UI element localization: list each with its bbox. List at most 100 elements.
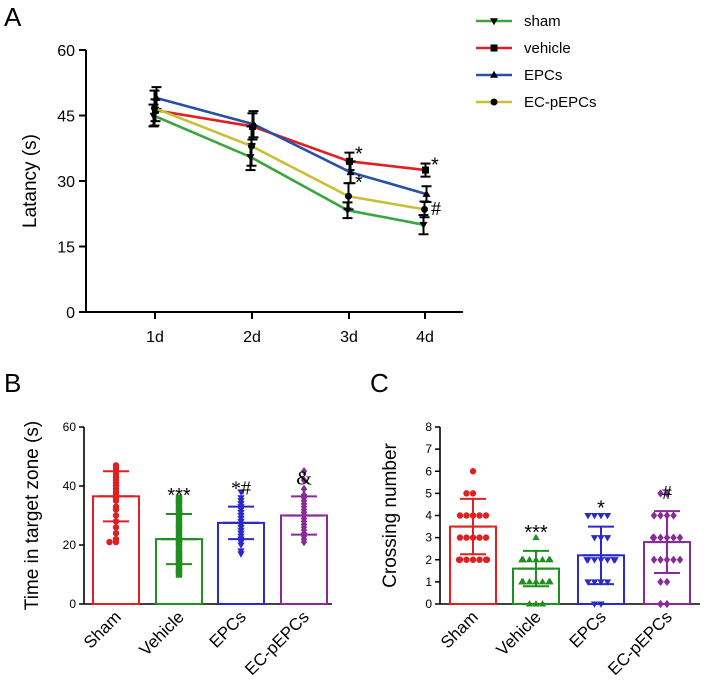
panel-a-series-line-vehicle xyxy=(155,108,426,172)
panel-a-x-tick-label: 1d xyxy=(146,329,164,346)
panel-c-point-EPCs xyxy=(603,535,612,542)
panel-a-y-tick-label: 60 xyxy=(57,43,75,60)
panel-c-point-EC-pEPCs xyxy=(663,599,671,609)
panel-a-significance-mark: * xyxy=(431,155,439,177)
panel-c-point-Sham xyxy=(455,556,463,563)
panel-c-point-Vehicle xyxy=(532,533,540,541)
panel-b-y-tick-label: 20 xyxy=(63,538,77,552)
panel-b-point-Sham xyxy=(106,538,113,546)
panel-a-y-tick-label: 15 xyxy=(57,240,75,257)
panel-c-point-EPCs xyxy=(590,535,599,542)
panel-a-point-vehicle xyxy=(422,166,429,174)
panel-c-point-Sham xyxy=(476,512,483,519)
legend-label-vehicle: vehicle xyxy=(524,40,571,57)
panel-c-point-EC-pEPCs xyxy=(676,555,684,564)
panel-b-x-label-Sham: Sham xyxy=(80,607,125,652)
panel-a-significance-mark: * xyxy=(355,172,363,194)
panel-b-point-Vehicle xyxy=(175,500,183,507)
panel-a-point-EC-pEPCs xyxy=(248,142,255,150)
panel-b-point-Sham xyxy=(112,538,120,546)
panel-letter-c: C xyxy=(370,368,389,398)
panel-c-point-EC-pEPCs xyxy=(650,555,658,564)
panel-a-x-tick-label: 2d xyxy=(243,329,261,346)
panel-b-point-Sham xyxy=(112,524,120,531)
panel-c-point-EPCs xyxy=(584,512,592,520)
panel-c-point-Sham xyxy=(463,556,470,563)
panel-letter-b: B xyxy=(4,368,21,398)
panel-c-point-EC-pEPCs xyxy=(657,555,664,564)
panel-c-point-Sham xyxy=(463,490,470,497)
panel-c-y-tick-label: 5 xyxy=(425,486,432,500)
panel-a-y-tick-label: 30 xyxy=(57,174,75,191)
panel-a-y-axis-title: Latancy (s) xyxy=(20,134,41,228)
panel-c-y-tick-label: 2 xyxy=(425,553,432,567)
panel-c-point-EC-pEPCs xyxy=(663,577,671,587)
panel-c-x-label-EPCs: EPCs xyxy=(566,607,610,651)
panel-a-series-line-EPCs xyxy=(156,96,427,196)
panel-c-point-EC-pEPCs xyxy=(657,489,664,498)
panel-c-point-EPCs xyxy=(590,579,599,586)
panel-b-significance-EC-pEPCs: & xyxy=(296,467,312,489)
panel-a-point-EPCs xyxy=(346,168,355,176)
legend-label-EPCs: EPCs xyxy=(524,67,562,84)
panel-b-point-EC-pEPCs xyxy=(300,475,308,485)
panel-a-point-EC-pEPCs xyxy=(421,205,428,213)
panel-c-point-Sham xyxy=(476,556,483,563)
panel-b-y-tick-label: 60 xyxy=(63,420,77,434)
legend-label-sham: sham xyxy=(524,13,561,30)
panel-a-x-tick-label: 3d xyxy=(340,329,358,346)
panel-a-point-EC-pEPCs xyxy=(345,192,352,200)
panel-c-point-Sham xyxy=(456,512,464,519)
panel-c-point-EC-pEPCs xyxy=(676,533,684,542)
panel-c-point-EC-pEPCs xyxy=(670,533,677,542)
panel-c-significance-EPCs: * xyxy=(597,498,605,520)
panel-c-point-Vehicle xyxy=(525,578,534,585)
panel-c-point-EC-pEPCs xyxy=(663,489,671,498)
panel-b-y-axis-title: Time in target zone (s) xyxy=(22,421,43,610)
panel-b-y-tick-label: 40 xyxy=(63,479,77,493)
panel-c-point-Sham xyxy=(476,534,483,541)
panel-a-point-EPCs xyxy=(422,189,431,197)
panel-c-point-Sham xyxy=(469,490,477,497)
panel-b-significance-EPCs: *# xyxy=(231,478,251,500)
panel-a-point-EC-pEPCs xyxy=(151,104,158,112)
panel-c-significance-Vehicle: *** xyxy=(524,522,548,544)
panel-c-y-tick-label: 3 xyxy=(425,531,432,545)
panel-c-point-Sham xyxy=(482,534,490,541)
panel-c-point-EPCs xyxy=(603,579,612,586)
panel-a-y-tick-label: 45 xyxy=(57,109,75,126)
panel-c-x-label-Sham: Sham xyxy=(437,607,482,652)
panel-c-bar-chart: 0 1 2 3 4 5 6 7 8 Crossing number Sham *** Vehicle * E… xyxy=(380,420,700,679)
panel-a-series-line-sham xyxy=(152,114,424,226)
panel-c-x-label-Vehicle: Vehicle xyxy=(493,607,545,659)
panel-c-point-Sham xyxy=(482,512,490,519)
panel-c-significance-EC-pEPCs: # xyxy=(662,482,672,504)
panel-c-point-EC-pEPCs xyxy=(657,599,664,609)
panel-c-point-EC-pEPCs xyxy=(650,511,658,520)
panel-c-y-tick-label: 7 xyxy=(425,442,432,456)
panel-c-y-axis-title: Crossing number xyxy=(380,442,401,587)
panel-c-point-Sham xyxy=(463,534,470,541)
panel-b-bar-chart: 0 20 40 60 Time in target zone (s) Sham *** Veh… xyxy=(22,420,332,679)
panel-b-x-label-EPCs: EPCs xyxy=(206,607,250,651)
panel-c-point-Sham xyxy=(469,556,477,563)
panel-c-point-EPCs xyxy=(603,512,612,520)
panel-c-y-tick-label: 8 xyxy=(425,420,432,434)
panel-b-x-label-Vehicle: Vehicle xyxy=(136,607,188,659)
panel-b-point-Sham xyxy=(112,530,120,537)
panel-c-point-EC-pEPCs xyxy=(657,511,664,520)
panel-c-point-EC-pEPCs xyxy=(649,533,657,542)
panel-a-point-EPCs xyxy=(249,120,258,128)
panel-c-point-EPCs xyxy=(590,512,599,520)
panel-c-point-Vehicle xyxy=(538,600,547,607)
panel-c-point-EPCs xyxy=(583,557,591,564)
panel-b-point-EPCs xyxy=(237,489,245,496)
panel-b-point-EC-pEPCs xyxy=(300,484,308,494)
panel-c-point-Vehicle xyxy=(525,600,534,607)
legend-marker-EPCs xyxy=(489,70,499,78)
panel-c-point-Vehicle xyxy=(532,600,540,607)
legend-marker-EC-pEPCs xyxy=(490,98,498,106)
panel-b-point-EC-pEPCs xyxy=(300,467,308,476)
panel-c-point-Vehicle xyxy=(518,578,526,585)
